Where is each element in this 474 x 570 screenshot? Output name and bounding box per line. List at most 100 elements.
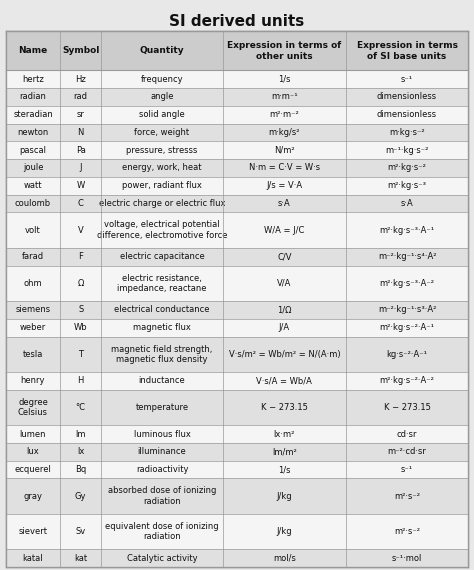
Text: inductance: inductance — [139, 376, 185, 385]
Text: luminous flux: luminous flux — [134, 430, 191, 438]
Text: Pa: Pa — [76, 146, 86, 154]
Text: J: J — [79, 164, 82, 173]
Text: m²·kg·s⁻³·A⁻¹: m²·kg·s⁻³·A⁻¹ — [380, 226, 435, 235]
Text: electric charge or electric flux: electric charge or electric flux — [99, 199, 225, 208]
Text: angle: angle — [150, 92, 174, 101]
Text: Ω: Ω — [77, 279, 84, 288]
Text: s·A: s·A — [401, 199, 413, 208]
Text: K − 273.15: K − 273.15 — [261, 403, 308, 412]
Text: degree
Celsius: degree Celsius — [18, 398, 48, 417]
Text: J/kg: J/kg — [277, 527, 292, 536]
Text: rad: rad — [73, 92, 88, 101]
Text: s·A: s·A — [278, 199, 291, 208]
Text: SI derived units: SI derived units — [169, 14, 305, 29]
Text: lm/m²: lm/m² — [272, 447, 297, 457]
Text: cd·sr: cd·sr — [397, 430, 417, 438]
Text: Gy: Gy — [75, 492, 86, 500]
Text: m²·kg·s⁻³: m²·kg·s⁻³ — [388, 181, 427, 190]
Text: m⁻²·kg⁻¹·s³·A²: m⁻²·kg⁻¹·s³·A² — [378, 306, 436, 315]
Text: solid angle: solid angle — [139, 110, 185, 119]
Bar — [6, 124, 468, 141]
Text: hertz: hertz — [22, 75, 44, 84]
Text: Bq: Bq — [75, 465, 86, 474]
Bar — [6, 443, 468, 461]
Text: s⁻¹: s⁻¹ — [401, 465, 413, 474]
Text: electrical conductance: electrical conductance — [114, 306, 210, 315]
Bar — [6, 70, 468, 88]
Text: temperature: temperature — [136, 403, 189, 412]
Bar — [6, 248, 468, 266]
Bar — [6, 301, 468, 319]
Text: m⁻¹·kg·s⁻²: m⁻¹·kg·s⁻² — [385, 146, 428, 154]
Bar — [6, 106, 468, 124]
Text: J/A: J/A — [279, 323, 290, 332]
Text: kat: kat — [74, 554, 87, 563]
Text: lx: lx — [77, 447, 84, 457]
Text: sr: sr — [77, 110, 84, 119]
Text: m²·kg·s⁻²·A⁻²: m²·kg·s⁻²·A⁻² — [380, 376, 435, 385]
Text: Catalytic activity: Catalytic activity — [127, 554, 197, 563]
Bar — [6, 514, 468, 549]
Text: equivalent dose of ionizing
radiation: equivalent dose of ionizing radiation — [105, 522, 219, 542]
Text: m²·s⁻²: m²·s⁻² — [394, 492, 420, 500]
Text: 1/s: 1/s — [278, 75, 291, 84]
Text: katal: katal — [23, 554, 43, 563]
Bar — [6, 177, 468, 194]
Text: Expression in terms
of SI base units: Expression in terms of SI base units — [356, 41, 457, 61]
Text: weber: weber — [20, 323, 46, 332]
Text: W/A = J/C: W/A = J/C — [264, 226, 305, 235]
Text: m⁻²·cd·sr: m⁻²·cd·sr — [388, 447, 427, 457]
Bar — [6, 549, 468, 567]
Text: Symbol: Symbol — [62, 46, 100, 55]
Text: siemens: siemens — [16, 306, 51, 315]
Text: J/kg: J/kg — [277, 492, 292, 500]
Bar — [6, 212, 468, 248]
Bar — [6, 194, 468, 212]
Text: V/A: V/A — [277, 279, 292, 288]
Text: joule: joule — [23, 164, 43, 173]
Text: m·m⁻¹: m·m⁻¹ — [271, 92, 298, 101]
Text: N·m = C·V = W·s: N·m = C·V = W·s — [249, 164, 320, 173]
Text: °C: °C — [76, 403, 86, 412]
Text: coulomb: coulomb — [15, 199, 51, 208]
Text: m⁻²·kg⁻¹·s⁴·A²: m⁻²·kg⁻¹·s⁴·A² — [378, 252, 436, 261]
Bar — [6, 31, 468, 70]
Bar — [6, 266, 468, 301]
Text: voltage, electrical potential
difference, electromotive force: voltage, electrical potential difference… — [97, 221, 228, 240]
Text: absorbed dose of ionizing
radiation: absorbed dose of ionizing radiation — [108, 486, 216, 506]
Text: V·s/m² = Wb/m² = N/(A·m): V·s/m² = Wb/m² = N/(A·m) — [228, 350, 340, 359]
Text: watt: watt — [24, 181, 42, 190]
Text: 1/Ω: 1/Ω — [277, 306, 292, 315]
Text: kg·s⁻²·A⁻¹: kg·s⁻²·A⁻¹ — [386, 350, 428, 359]
Text: sievert: sievert — [18, 527, 47, 536]
Text: C: C — [78, 199, 83, 208]
Text: pascal: pascal — [19, 146, 46, 154]
Text: m·kg/s²: m·kg/s² — [269, 128, 300, 137]
Text: N: N — [77, 128, 84, 137]
Text: magnetic field strength,
magnetic flux density: magnetic field strength, magnetic flux d… — [111, 344, 213, 364]
Text: s⁻¹·mol: s⁻¹·mol — [392, 554, 422, 563]
Text: Sv: Sv — [75, 527, 86, 536]
Text: gray: gray — [24, 492, 43, 500]
Text: lumen: lumen — [20, 430, 46, 438]
Text: s⁻¹: s⁻¹ — [401, 75, 413, 84]
Text: V: V — [78, 226, 83, 235]
Text: F: F — [78, 252, 83, 261]
Text: m²·m⁻²: m²·m⁻² — [270, 110, 299, 119]
Bar — [6, 478, 468, 514]
Text: Expression in terms of
other units: Expression in terms of other units — [228, 41, 342, 61]
Text: dimensionless: dimensionless — [377, 92, 437, 101]
Bar — [6, 390, 468, 425]
Bar — [6, 461, 468, 478]
Text: 1/s: 1/s — [278, 465, 291, 474]
Text: lx·m²: lx·m² — [273, 430, 295, 438]
Text: lm: lm — [75, 430, 86, 438]
Text: ecquerel: ecquerel — [15, 465, 51, 474]
Bar — [6, 319, 468, 336]
Text: newton: newton — [18, 128, 49, 137]
Text: frequency: frequency — [141, 75, 183, 84]
Text: W: W — [76, 181, 85, 190]
Text: pressure, stresss: pressure, stresss — [127, 146, 198, 154]
Text: T: T — [78, 350, 83, 359]
Bar — [6, 372, 468, 390]
